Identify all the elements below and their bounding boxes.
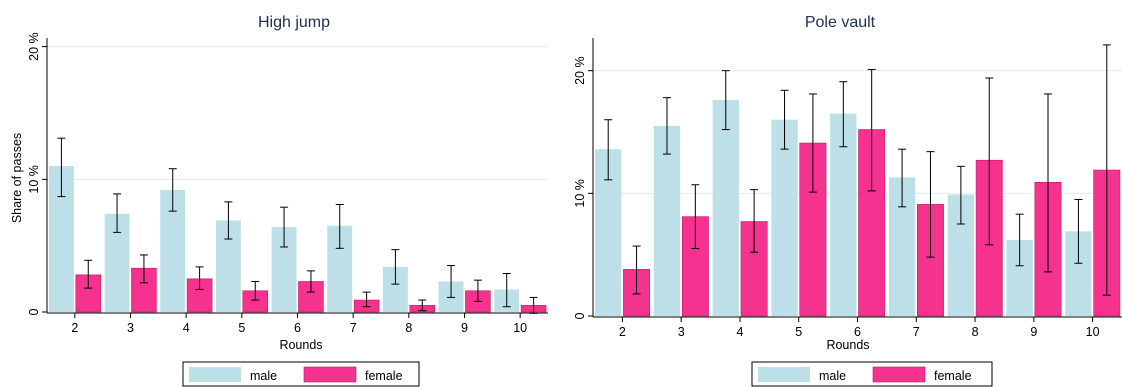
error-bar-female <box>251 280 260 301</box>
bar-male <box>771 119 798 316</box>
error-bar-male <box>113 193 122 233</box>
x-axis-label: Rounds <box>279 338 322 352</box>
plot-area: 0 10 % 20 % 2 3 4 5 6 7 8 9 10 <box>573 38 1122 339</box>
x-tick-label: 8 <box>405 321 412 335</box>
x-tick-label: 3 <box>678 325 685 339</box>
x-tick-label: 3 <box>127 321 134 335</box>
legend-swatch-male <box>758 367 810 382</box>
error-bar-female <box>195 266 204 290</box>
error-bar-male <box>391 249 400 285</box>
y-tick-label: 20 % <box>573 56 587 85</box>
x-axis-label: Rounds <box>826 338 869 352</box>
error-bar-female <box>306 270 315 293</box>
legend: male female <box>751 361 993 387</box>
x-tick-label: 6 <box>854 325 861 339</box>
error-bar-male <box>502 273 511 308</box>
legend-swatch-female <box>872 366 926 383</box>
x-tick-label: 6 <box>294 321 301 335</box>
plot-area: 0 10 % 20 % 2 3 4 5 6 7 8 9 10 <box>27 32 548 335</box>
error-bar-male <box>662 97 671 155</box>
error-bar-male <box>447 265 456 298</box>
error-bar-female <box>750 189 759 253</box>
error-bar-male <box>224 201 233 240</box>
error-bar-male <box>780 89 789 150</box>
chart-title: High jump <box>258 14 330 31</box>
error-bar-male <box>168 168 177 212</box>
x-tick-label: 10 <box>513 321 527 335</box>
x-tick-label: 4 <box>183 321 190 335</box>
x-tick-label: 2 <box>619 325 626 339</box>
x-tick-label: 10 <box>1086 325 1100 339</box>
x-tick-label: 8 <box>972 325 979 339</box>
y-tick-label: 20 % <box>27 32 41 61</box>
legend-swatch-male <box>189 367 241 382</box>
chart-high-jump: High jump Share of passes Rounds 0 10 % 20… <box>10 14 548 387</box>
legend-label-male: male <box>250 369 277 383</box>
error-bar-female <box>808 93 817 193</box>
error-bar-female <box>473 279 482 302</box>
error-bar-female <box>362 291 371 308</box>
x-tick-label: 9 <box>461 321 468 335</box>
error-bar-female <box>632 245 641 295</box>
error-bar-female <box>418 299 427 312</box>
chart-pole-vault: Pole vault Rounds 0 10 % 20 % 2 3 4 5 6 7 8 9 10 ma… <box>573 14 1122 387</box>
error-bar-male <box>57 137 66 198</box>
error-bar-female <box>1102 44 1111 296</box>
y-tick-label: 0 <box>573 312 587 319</box>
error-bar-male <box>956 165 965 225</box>
x-tick-label: 7 <box>913 325 920 339</box>
x-tick-label: 4 <box>736 325 743 339</box>
error-bar-female <box>867 68 876 192</box>
y-tick-label: 0 <box>27 308 41 315</box>
error-bar-male <box>335 204 344 249</box>
error-bar-male <box>1015 213 1024 267</box>
legend-label-female: female <box>365 369 403 383</box>
bar-male <box>830 113 857 316</box>
error-bar-female <box>926 151 935 258</box>
error-bar-female <box>84 259 93 289</box>
error-bar-male <box>280 206 289 248</box>
error-bar-female <box>1044 93 1053 273</box>
error-bar-male <box>721 70 730 131</box>
chart-title: Pole vault <box>805 14 876 31</box>
error-bar-female <box>985 77 994 246</box>
error-bar-female <box>691 184 700 250</box>
x-tick-label: 5 <box>795 325 802 339</box>
error-bar-male <box>898 148 907 208</box>
y-axis-label: Share of passes <box>10 133 24 223</box>
legend-swatch-female <box>303 366 357 383</box>
x-tick-label: 2 <box>71 321 78 335</box>
error-bar-male <box>1074 198 1083 264</box>
legend-label-male: male <box>819 369 846 383</box>
x-tick-label: 5 <box>238 321 245 335</box>
x-tick-label: 7 <box>350 321 357 335</box>
error-bar-male <box>839 81 848 148</box>
x-tick-label: 9 <box>1030 325 1037 339</box>
legend-label-female: female <box>934 369 972 383</box>
bar-male <box>653 125 681 316</box>
error-bar-female <box>139 254 148 284</box>
bar-male <box>712 100 739 317</box>
legend: male female <box>182 361 420 387</box>
error-bar-male <box>604 119 613 181</box>
y-tick-label: 10 % <box>573 179 587 208</box>
y-tick-label: 10 % <box>27 165 41 194</box>
